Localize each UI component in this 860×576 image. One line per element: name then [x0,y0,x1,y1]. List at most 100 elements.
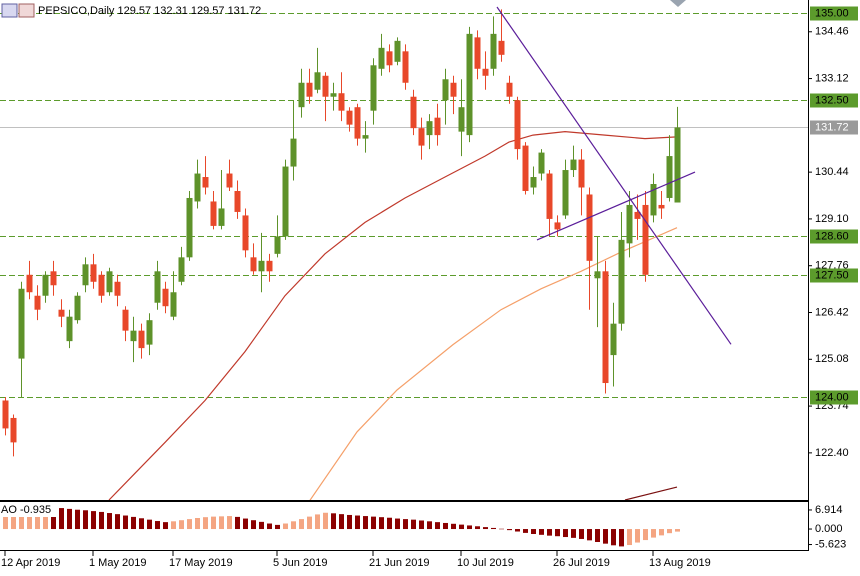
candle-body [74,295,81,321]
candle-body [626,204,633,244]
ao-bar [467,525,472,530]
last-price-bg [810,120,858,135]
candle-body [538,152,545,174]
candle-body [338,93,345,111]
ao-bar [523,529,528,533]
candle-body [586,194,593,261]
level-label: 124.00 [815,391,849,403]
candle-body [410,96,417,129]
candle-body [114,281,121,296]
candle-body [282,166,289,237]
ao-bar [659,529,664,536]
ao-bar [211,516,216,530]
y-tick-label: 129.10 [815,213,849,225]
candle-body [674,127,681,203]
level-label-bg [810,390,858,405]
candle-body [554,222,561,230]
scroll-marker [670,0,686,7]
level-label-bg [810,229,858,244]
ao-bar [339,514,344,530]
candle-body [322,75,329,97]
y-tick-label: 125.08 [815,353,849,365]
candle-body [658,204,665,209]
candle-body [266,260,273,272]
trendline [496,6,732,345]
candle-body [450,82,457,97]
candle-body [362,135,369,139]
ao-bar [291,521,296,530]
ao-bar [51,507,56,530]
ao-bar [275,524,280,530]
ao-bar [27,508,32,530]
ao-bar [67,508,72,530]
level-label: 127.50 [815,269,849,281]
candle-body [346,110,353,125]
candle-body [250,257,257,272]
ao-bar [627,529,632,546]
ao-bar [363,516,368,530]
ao-bar [611,529,616,546]
ao-bar [147,519,152,530]
candle-body [10,417,17,443]
candle-body [50,271,57,286]
y-tick-label: 134.46 [815,26,849,38]
ao-bar [419,520,424,530]
y-tick-label: 122.40 [815,447,849,459]
ao-label-bg [0,503,56,517]
ao-bar [43,506,48,530]
ao-bar [571,529,576,538]
x-tick-label: 17 May 2019 [169,557,233,569]
symbol-icon [1,3,18,18]
candle-body [146,320,153,345]
candle-body [42,274,49,296]
symbol-icon [18,3,35,18]
ao-bar [235,516,240,530]
level-label: 135.00 [815,7,849,19]
ao-bar [59,508,64,530]
ao-bar [411,519,416,530]
x-tick-label: 10 Jul 2019 [457,557,514,569]
y-tick-label: 133.12 [815,72,849,84]
ao-bar [379,517,384,530]
x-tick-label: 12 Apr 2019 [1,557,60,569]
ao-bar [507,529,512,531]
candle-body [618,239,625,324]
ao-bar [595,529,600,542]
candle-body [562,170,569,216]
ao-bar [387,517,392,530]
ao-bar [515,529,520,532]
ao-bar [115,514,120,530]
level-label: 128.60 [815,230,849,242]
candle-body [306,82,313,97]
ao-bar [179,520,184,530]
candle-body [402,51,409,83]
candle-body [194,173,201,202]
candle-body [186,197,193,258]
ao-bar [299,519,304,530]
candle-body [594,271,601,279]
x-tick-label: 13 Aug 2019 [649,557,711,569]
candle-body [474,37,481,69]
candle-body [90,264,97,282]
ao-bar [579,529,584,539]
level-label-bg [810,6,858,21]
candle-body [154,271,161,303]
ao-bar [443,522,448,530]
candle-body [434,117,441,136]
ao-bar [131,516,136,530]
y-tick-label: 0.000 [815,523,843,535]
candle-body [394,40,401,62]
x-tick-label: 5 Jun 2019 [273,557,327,569]
trendline [624,486,678,500]
moving-average [309,227,678,500]
y-tick-label: 6.914 [815,504,843,516]
ao-bar [91,511,96,530]
ao-bar [219,516,224,530]
candle-body [138,330,145,349]
ao-bar [371,516,376,530]
candle-body [226,173,233,188]
ao-bar [403,519,408,530]
